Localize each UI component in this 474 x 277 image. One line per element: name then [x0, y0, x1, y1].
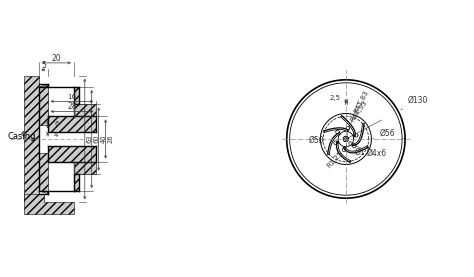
Text: 26: 26 [108, 135, 114, 143]
Text: R1,25: R1,25 [326, 150, 344, 169]
Polygon shape [48, 116, 96, 132]
Text: e: e [20, 129, 26, 138]
Text: 16: 16 [67, 94, 76, 101]
Text: 20: 20 [52, 54, 61, 63]
Text: Ø17: Ø17 [350, 145, 370, 157]
Polygon shape [73, 87, 79, 104]
Polygon shape [73, 161, 96, 174]
Polygon shape [73, 174, 79, 191]
Text: 6: 6 [55, 121, 59, 127]
Text: Ø4x6: Ø4x6 [357, 147, 386, 158]
Polygon shape [24, 76, 39, 202]
Text: 4: 4 [54, 132, 58, 138]
Polygon shape [39, 153, 48, 191]
Polygon shape [48, 146, 96, 161]
Text: 5: 5 [41, 61, 46, 70]
Text: 60: 60 [94, 135, 100, 143]
Text: R44,33: R44,33 [349, 99, 368, 123]
Text: Ø130: Ø130 [401, 96, 428, 110]
Text: Casing: Casing [7, 132, 36, 140]
Text: Ø50: Ø50 [309, 136, 325, 145]
Text: Ø56: Ø56 [373, 129, 395, 139]
Text: 6: 6 [347, 141, 352, 147]
Text: 63: 63 [87, 135, 93, 143]
Polygon shape [24, 194, 73, 214]
Text: 28: 28 [67, 102, 77, 111]
Polygon shape [39, 87, 48, 125]
Text: 40: 40 [100, 135, 107, 143]
Polygon shape [39, 191, 48, 194]
Polygon shape [39, 84, 48, 87]
Text: 2,5: 2,5 [329, 95, 340, 101]
Text: R41,83: R41,83 [353, 89, 370, 114]
Polygon shape [73, 104, 96, 116]
